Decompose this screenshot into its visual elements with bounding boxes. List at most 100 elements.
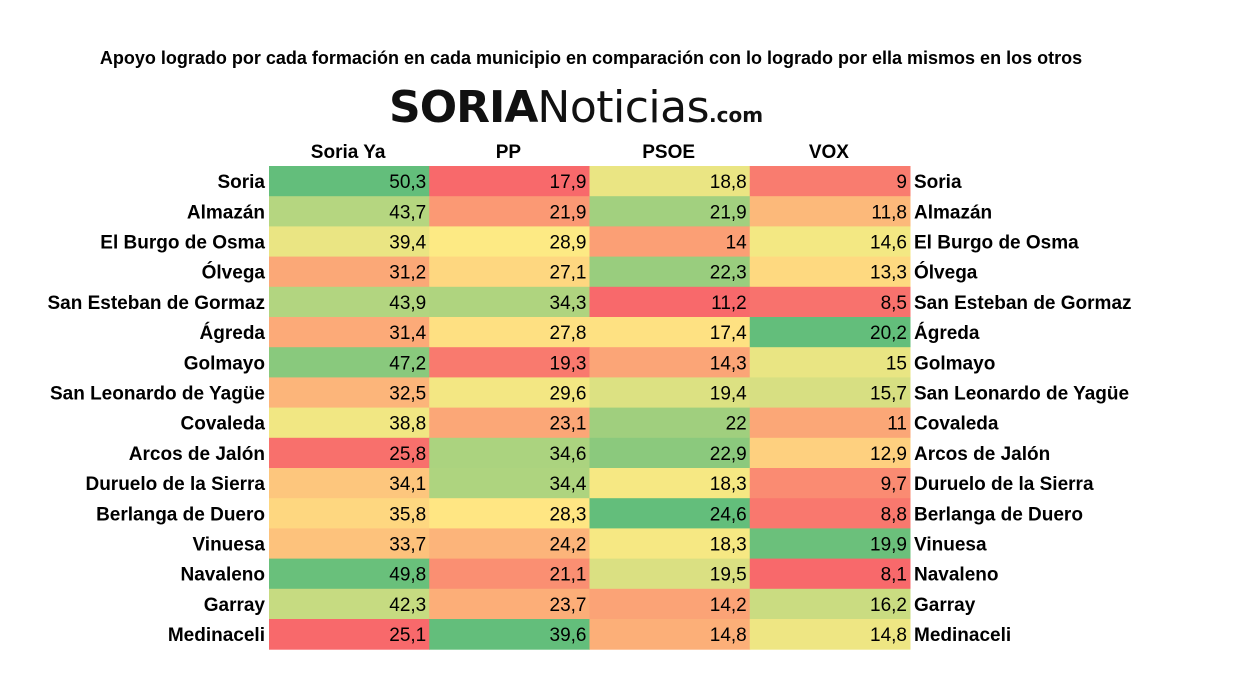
row-label-left: San Esteban de Gormaz (47, 293, 265, 314)
heatmap-cell (749, 588, 911, 620)
cell-value-label: 27,8 (550, 323, 587, 344)
cell-value-label: 33,7 (389, 535, 426, 556)
cell-value-label: 9,7 (881, 474, 907, 495)
heatmap-cell (429, 196, 590, 227)
heatmap-cell (749, 407, 911, 439)
heatmap-cell (749, 226, 911, 258)
heatmap-cell (429, 317, 590, 348)
heatmap-cell (589, 498, 751, 529)
cell-value-label: 29,6 (550, 384, 587, 405)
heatmap-cell (749, 377, 911, 409)
heatmap-cell (429, 377, 590, 409)
logo-part-com: .com (709, 103, 764, 127)
cell-value-label: 31,2 (389, 263, 426, 284)
cell-value-label: 42,3 (389, 595, 426, 616)
heatmap-cell (589, 286, 751, 318)
heatmap-cell (429, 166, 590, 197)
row-label-left: Ágreda (200, 322, 266, 344)
column-header-3: VOX (809, 142, 849, 163)
heatmap-cell (429, 226, 590, 258)
cell-value-label: 25,1 (389, 625, 426, 646)
heatmap-cell (429, 468, 590, 499)
heatmap-cell (269, 437, 430, 469)
cell-value-label: 12,9 (870, 444, 907, 465)
heatmap-cell (749, 166, 911, 197)
row-label-left: Ólvega (202, 262, 266, 284)
heatmap-cell (749, 498, 911, 529)
heatmap-cell (429, 407, 590, 439)
heatmap-cell (749, 437, 911, 469)
heatmap-cell (269, 317, 430, 348)
heatmap-cell (749, 196, 911, 227)
cell-value-label: 16,2 (870, 595, 907, 616)
cell-value-label: 25,8 (389, 444, 426, 465)
row-label-left: El Burgo de Osma (100, 233, 265, 254)
heatmap-cell (429, 286, 590, 318)
cell-value-label: 34,3 (550, 293, 587, 314)
cell-value-label: 34,6 (550, 444, 587, 465)
heatmap-cell (749, 256, 911, 288)
row-label-left: San Leonardo de Yagüe (50, 384, 265, 405)
cell-value-label: 17,4 (710, 323, 747, 344)
cell-value-label: 32,5 (389, 384, 426, 405)
cell-value-label: 8,5 (881, 293, 907, 314)
cell-value-label: 15,7 (870, 384, 907, 405)
heatmap-cell (429, 498, 590, 529)
row-label-left: Golmayo (184, 353, 265, 374)
cell-value-label: 22,3 (710, 263, 747, 284)
heatmap-cell (589, 347, 751, 378)
column-header-2: PSOE (642, 142, 695, 163)
cell-value-label: 38,8 (389, 414, 426, 435)
row-label-right: Vinuesa (914, 535, 987, 556)
heatmap-cell (749, 619, 911, 650)
cell-value-label: 14 (726, 233, 748, 254)
heatmap-cell (749, 558, 911, 590)
cell-value-label: 23,1 (550, 414, 587, 435)
heatmap-cell (429, 588, 590, 620)
cell-value-label: 8,8 (881, 504, 907, 525)
heatmap-cell (589, 437, 751, 469)
heatmap-cell (589, 196, 751, 227)
cell-value-label: 39,4 (389, 233, 426, 254)
cell-value-label: 14,3 (710, 353, 747, 374)
heatmap-cell (269, 196, 430, 227)
cell-value-label: 18,3 (710, 535, 747, 556)
cell-value-label: 11,2 (711, 293, 747, 314)
cell-value-label: 11,8 (871, 202, 907, 223)
row-label-left: Berlanga de Duero (96, 504, 265, 525)
cell-value-label: 15 (886, 353, 907, 374)
cell-value-label: 19,5 (710, 565, 747, 586)
soria-noticias-logo: SORIANoticias.com (389, 80, 763, 136)
cell-value-label: 47,2 (389, 353, 426, 374)
heatmap-cell (589, 588, 751, 620)
row-label-right: Garray (914, 595, 976, 616)
heatmap-cell (269, 498, 430, 529)
row-label-right: Ágreda (914, 322, 980, 344)
row-label-right: Medinaceli (914, 625, 1011, 646)
heatmap-cell (269, 226, 430, 258)
heatmap-cell (269, 347, 430, 378)
row-label-left: Arcos de Jalón (129, 444, 265, 465)
row-label-right: Golmayo (914, 353, 995, 374)
heatmap-cell (269, 166, 430, 197)
heatmap-cell (269, 528, 430, 560)
heatmap-cell (269, 286, 430, 318)
heatmap-cell (589, 407, 751, 439)
cell-value-label: 19,3 (550, 353, 587, 374)
cell-value-label: 13,3 (870, 263, 907, 284)
heatmap-cell (589, 528, 751, 560)
heatmap-cell (589, 558, 751, 590)
cell-value-label: 14,2 (710, 595, 747, 616)
row-label-right: Arcos de Jalón (914, 444, 1050, 465)
heatmap-cell (589, 166, 751, 197)
row-label-left: Almazán (187, 202, 265, 223)
row-label-left: Navaleno (181, 565, 265, 586)
cell-value-label: 14,8 (710, 625, 747, 646)
cell-value-label: 14,6 (870, 233, 907, 254)
column-header-0: Soria Ya (311, 142, 386, 163)
row-label-left: Garray (204, 595, 266, 616)
cell-value-label: 49,8 (389, 565, 426, 586)
heatmap-cell (269, 558, 430, 590)
row-label-left: Medinaceli (168, 625, 265, 646)
cell-value-label: 14,8 (870, 625, 907, 646)
